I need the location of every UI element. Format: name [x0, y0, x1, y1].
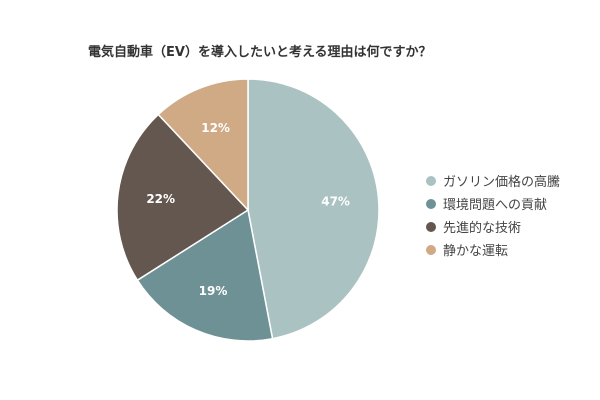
legend-label-gasoline: ガソリン価格の高騰 [443, 175, 561, 190]
legend-swatch-environment [426, 198, 436, 209]
legend-label-technology: 先進的な技術 [443, 221, 522, 236]
legend-item-environment[interactable]: 環境問題への貢献 [426, 193, 560, 214]
legend-label-environment: 環境問題への貢献 [443, 198, 548, 213]
legend-item-quiet[interactable]: 静かな運転 [426, 239, 560, 260]
pie-slice-environment[interactable] [136, 208, 274, 342]
legend-swatch-gasoline [426, 175, 436, 186]
slice-label-technology: 22% [146, 192, 175, 206]
pie-slice-quiet[interactable] [157, 78, 249, 212]
legend-swatch-quiet [426, 244, 436, 255]
legend-item-technology[interactable]: 先進的な技術 [426, 216, 560, 237]
slice-label-environment: 19% [199, 284, 228, 298]
legend-item-gasoline[interactable]: ガソリン価格の高騰 [426, 170, 560, 191]
legend-swatch-technology [426, 221, 436, 232]
legend-label-quiet: 静かな運転 [443, 244, 509, 259]
slice-label-quiet: 12% [201, 121, 230, 135]
chart-title: 電気自動車（EV）を導入したいと考える理由は何ですか？ [88, 45, 432, 60]
pie-slice-gasoline[interactable] [247, 78, 380, 340]
slice-label-gasoline: 47% [321, 195, 350, 209]
legend: ガソリン価格の高騰 環境問題への貢献 先進的な技術 静かな運転 [426, 170, 560, 262]
pie-slice-technology[interactable] [116, 113, 250, 282]
